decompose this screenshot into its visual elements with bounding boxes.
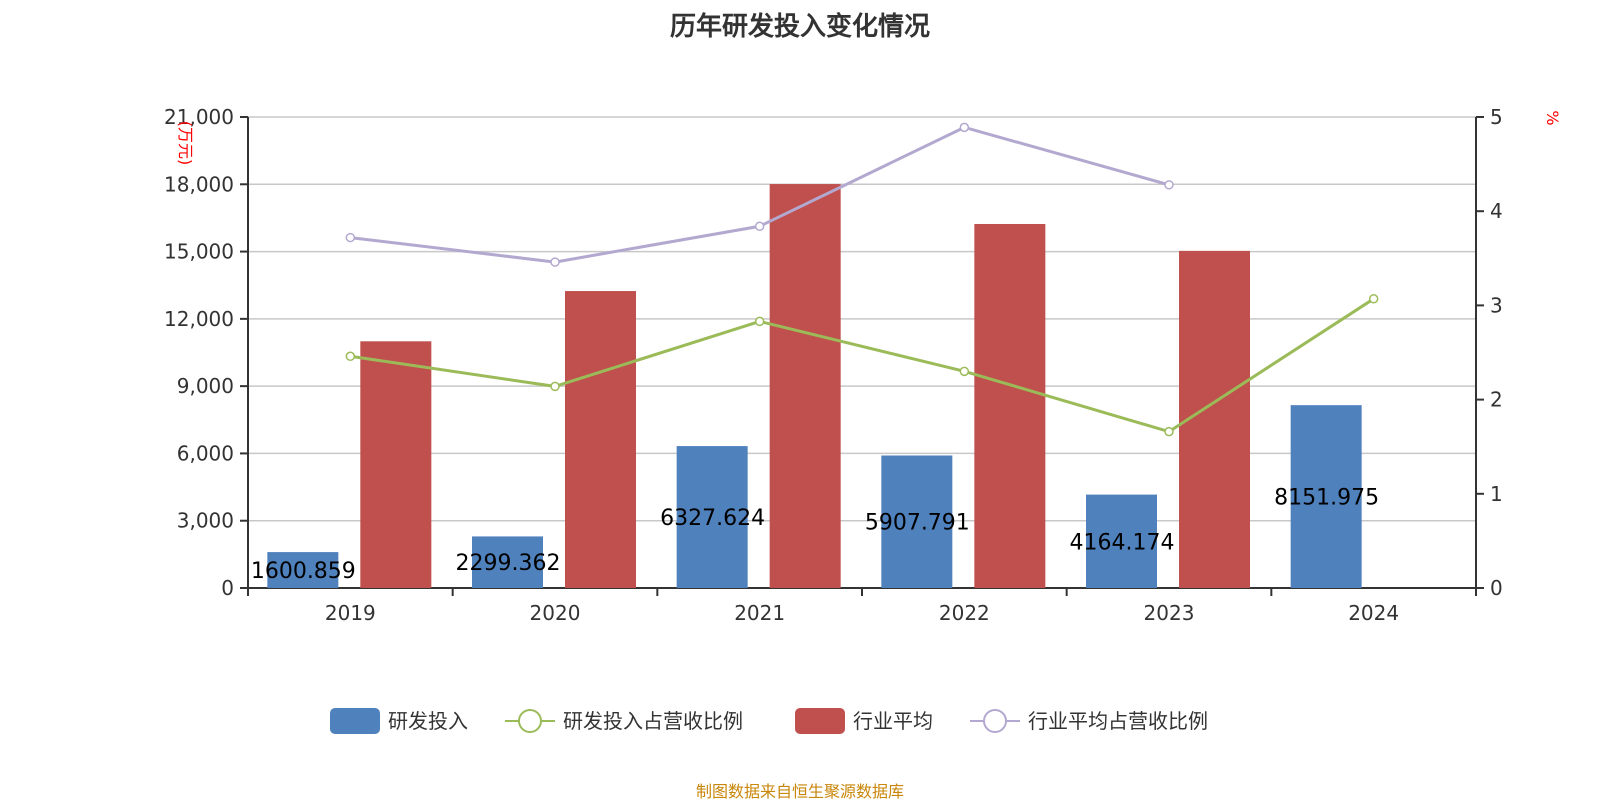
point-行业平均占营收比例	[959, 122, 970, 133]
x-tick-label: 2024	[1348, 601, 1399, 625]
bar-研发投入	[267, 552, 339, 588]
point-研发投入占营收比例	[1368, 294, 1379, 304]
legend-swatch	[330, 708, 380, 734]
bar-行业平均	[360, 341, 432, 588]
point-研发投入占营收比例	[550, 381, 560, 392]
point-行业平均占营收比例	[1164, 180, 1174, 190]
y-left-axis-label: (万元)	[176, 121, 195, 166]
point-行业平均占营收比例	[754, 221, 765, 232]
y-right-tick-label: 1	[1490, 482, 1503, 506]
legend-label: 研发投入	[388, 709, 468, 733]
bar-行业平均	[1179, 250, 1250, 589]
bar-研发投入	[676, 446, 748, 588]
y-right-tick-label: 3	[1490, 293, 1503, 317]
line-行业平均占营收比例	[350, 125, 1170, 264]
y-left-tick-label: 0	[221, 576, 234, 600]
point-研发投入占营收比例	[345, 351, 356, 362]
point-行业平均占营收比例	[345, 232, 356, 243]
bar-行业平均	[769, 184, 841, 588]
data-label: 5907.791	[865, 511, 970, 536]
legend-label: 研发投入占营收比例	[563, 709, 743, 733]
legend-marker	[518, 709, 542, 733]
y-left-tick-label: 18,000	[164, 172, 234, 196]
y-left-tick-label: 12,000	[164, 307, 234, 331]
y-left-tick-label: 15,000	[164, 240, 234, 264]
y-right-axis-label: %	[1543, 110, 1562, 125]
y-left-tick-label: 3,000	[177, 509, 234, 533]
y-right-tick-label: 4	[1490, 199, 1503, 223]
data-label: 1600.859	[251, 559, 356, 584]
bar-研发投入	[881, 455, 953, 588]
bar-行业平均	[565, 291, 636, 588]
point-研发投入占营收比例	[754, 316, 765, 327]
line-研发投入占营收比例	[350, 297, 1375, 434]
y-right-tick-label: 2	[1490, 388, 1503, 412]
x-tick-label: 2023	[1144, 601, 1195, 625]
y-left-tick-label: 9,000	[177, 374, 234, 398]
y-right-tick-label: 5	[1490, 105, 1503, 129]
legend-marker	[983, 709, 1007, 733]
bar-行业平均	[974, 223, 1046, 588]
data-label: 6327.624	[660, 506, 765, 531]
point-研发投入占营收比例	[1164, 426, 1174, 437]
y-left-tick-label: 6,000	[177, 441, 234, 465]
legend-label: 行业平均占营收比例	[1028, 709, 1208, 733]
x-tick-label: 2021	[734, 601, 785, 625]
chart-title: 历年研发投入变化情况	[669, 12, 930, 42]
x-tick-label: 2020	[530, 601, 581, 625]
legend-swatch	[795, 708, 845, 734]
x-tick-label: 2019	[325, 601, 376, 625]
bar-研发投入	[472, 536, 543, 588]
y-right-tick-label: 0	[1490, 576, 1503, 600]
y-left-tick-label: 21,000	[164, 105, 234, 129]
data-label: 4164.174	[1070, 530, 1175, 555]
legend-label: 行业平均	[853, 709, 933, 733]
data-label: 2299.362	[456, 551, 561, 576]
bar-研发投入	[1290, 405, 1362, 588]
bar-研发投入	[1086, 494, 1157, 588]
data-label: 8151.975	[1274, 486, 1379, 511]
point-行业平均占营收比例	[550, 257, 560, 267]
x-tick-label: 2022	[939, 601, 990, 625]
point-研发投入占营收比例	[959, 366, 970, 377]
source-footer: 制图数据来自恒生聚源数据库	[695, 782, 904, 801]
